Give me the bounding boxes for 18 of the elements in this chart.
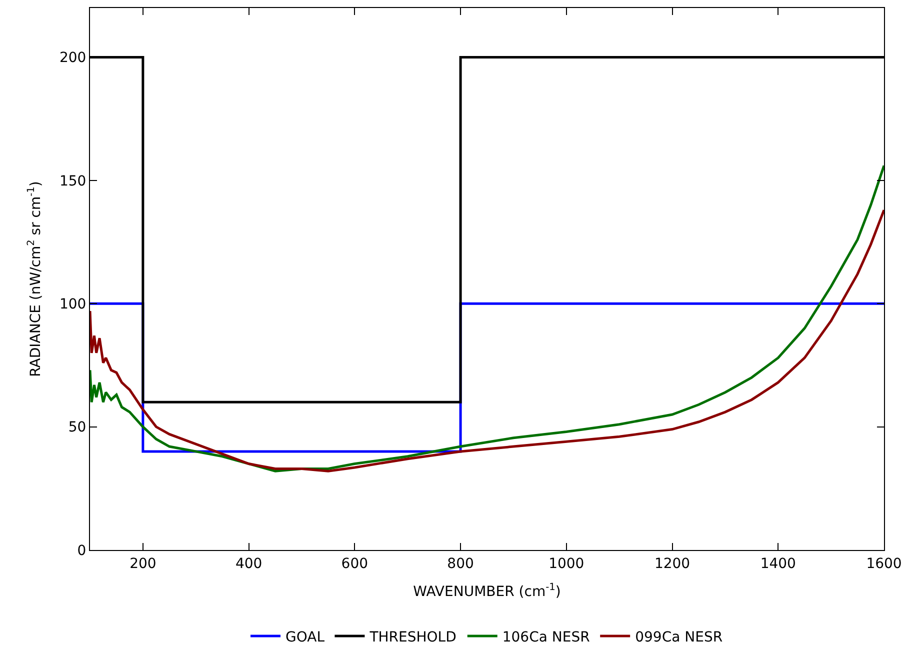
y-tick-label: 200 [59,50,86,66]
y-tick-label: 50 [68,420,86,436]
y-tick-label: 150 [59,173,86,190]
x-tick-label: 1000 [548,556,584,572]
x-axis-title: WAVENUMBER (cm$^{-1}$) [413,582,561,600]
y-tick-label: 0 [77,542,86,559]
x-tick-label: 400 [235,556,262,572]
x-tick-label: 1400 [760,556,796,572]
x-tick-label: 1200 [654,556,690,572]
y-tick-label: 100 [59,296,86,313]
x-tick-label: 800 [447,556,474,572]
legend-label: GOAL [286,630,325,646]
legend-label: 099Ca NESR [635,630,723,646]
x-tick-label: 600 [341,556,368,572]
legend-label: 106Ca NESR [502,630,590,646]
x-tick-label: 1600 [866,556,902,572]
legend-label: THRESHOLD [368,630,456,646]
x-tick-label: 200 [130,556,156,572]
